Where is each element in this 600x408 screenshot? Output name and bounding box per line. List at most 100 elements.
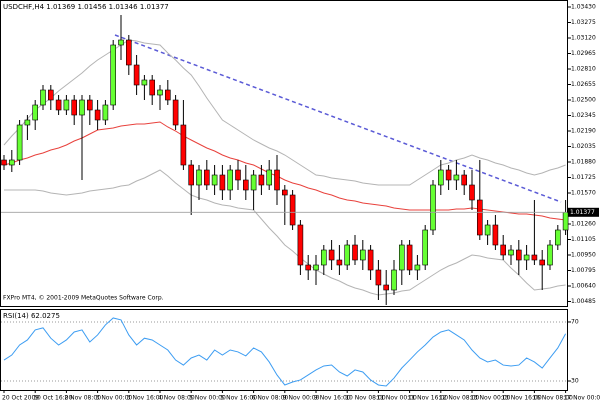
x-tick-label: 11 Nov 00:00 xyxy=(376,395,417,402)
candle-body xyxy=(336,259,343,266)
candle-body xyxy=(40,89,46,106)
x-tick-label: 16 Nov 08:00 xyxy=(532,395,573,402)
candle-body xyxy=(204,169,210,186)
candle-body xyxy=(94,109,101,121)
candle-body xyxy=(500,244,507,256)
candle-body xyxy=(211,174,218,186)
candle-body xyxy=(250,174,257,191)
candle-body xyxy=(469,184,475,201)
candle-body xyxy=(344,244,351,266)
candle-body xyxy=(461,174,468,186)
candle-body xyxy=(320,249,327,266)
candle-body xyxy=(531,254,538,261)
indicator-line xyxy=(4,169,566,296)
x-tick-label: 5 Nov 00:00 xyxy=(189,395,226,402)
candle-body xyxy=(422,229,429,266)
candle-body xyxy=(118,39,124,46)
candle-body xyxy=(328,249,335,261)
copyright: FXPro MT4, © 2001-2009 MetaQuotes Softwa… xyxy=(3,295,164,302)
y-tick-label: 1.00485 xyxy=(571,298,596,305)
candle-body xyxy=(453,174,460,181)
candle-body xyxy=(445,169,452,181)
x-tick-label: 3 Nov 00:00 xyxy=(96,395,133,402)
x-tick-label: 30 Oct 16:00 xyxy=(33,395,72,402)
candle-body xyxy=(235,169,241,181)
candle-body xyxy=(110,44,116,106)
y-tick-label: 1.03430 xyxy=(571,4,596,11)
candle-body xyxy=(476,199,483,236)
x-tick-label: 9 Nov 00:00 xyxy=(283,395,320,402)
y-tick-label: 1.01570 xyxy=(571,190,596,197)
candle-body xyxy=(367,249,374,271)
candle-body xyxy=(281,189,288,196)
candle-body xyxy=(352,244,358,261)
candle-body xyxy=(274,169,280,191)
candle-body xyxy=(71,99,77,116)
candle-body xyxy=(196,169,202,186)
x-tick-label: 3 Nov 16:00 xyxy=(127,395,164,402)
x-tick-label: 12 Nov 08:00 xyxy=(439,395,480,402)
x-tick-label: 4 Nov 08:00 xyxy=(158,395,195,402)
last-price-box xyxy=(568,207,599,217)
candle-body xyxy=(126,39,132,66)
candle-body xyxy=(523,254,530,261)
candle-body xyxy=(24,119,31,126)
candle-body xyxy=(243,179,249,191)
candle-body xyxy=(149,79,155,96)
trendline xyxy=(114,34,562,203)
candle-body xyxy=(32,104,39,121)
y-tick-label: 1.01260 xyxy=(571,221,596,228)
y-tick-label: 1.00795 xyxy=(571,267,596,274)
x-tick-label: 2 Nov 08:00 xyxy=(64,395,101,402)
candle-body xyxy=(391,269,397,291)
candle-body xyxy=(406,244,413,271)
candle-body xyxy=(227,169,233,191)
candle-body xyxy=(165,89,171,101)
y-tick-label: 1.02655 xyxy=(571,81,596,88)
x-tick-label: 6 Nov 08:00 xyxy=(252,395,289,402)
candle-body xyxy=(547,244,553,266)
price-panel-frame xyxy=(0,0,568,307)
x-tick-label: 11 Nov 16:00 xyxy=(408,395,449,402)
y-tick-label: 1.01105 xyxy=(571,236,596,243)
candle-body xyxy=(539,259,546,266)
candle-body xyxy=(188,164,194,186)
candle-body xyxy=(47,89,54,101)
candle-body xyxy=(16,124,23,161)
y-tick-label: 1.01725 xyxy=(571,174,596,181)
y-tick-label: 1.02500 xyxy=(571,97,596,104)
candle-body xyxy=(102,104,109,121)
candle-body xyxy=(180,124,187,166)
candle-body xyxy=(63,99,70,111)
y-tick-label: 1.02035 xyxy=(571,143,596,150)
y-tick-label: 1.02965 xyxy=(571,50,596,57)
y-tick-label: 1.02810 xyxy=(571,66,596,73)
y-tick-label: 1.02345 xyxy=(571,112,596,119)
y-tick-label: 1.03120 xyxy=(571,35,596,42)
y-tick-label: 70 xyxy=(571,318,579,325)
candle-body xyxy=(219,174,226,191)
x-tick-label: 9 Nov 16:00 xyxy=(314,395,351,402)
rsi-line xyxy=(3,317,567,387)
y-tick-label: 1.01880 xyxy=(571,159,596,166)
chart-title: USDCHF,H4 1.01369 1.01456 1.01346 1.0137… xyxy=(3,3,169,11)
candle-body xyxy=(79,99,85,116)
x-tick-label: 20 Oct 2009 xyxy=(2,395,39,402)
candle-body xyxy=(508,249,514,256)
candle-body xyxy=(484,224,491,236)
x-tick-label: 5 Nov 16:00 xyxy=(220,395,257,402)
rsi-panel-frame xyxy=(0,309,568,391)
candle-body xyxy=(258,174,265,186)
candle-body xyxy=(492,224,499,246)
candle-body xyxy=(562,212,569,231)
indicator-line xyxy=(3,39,566,186)
rsi-title: RSI(14) 62.0275 xyxy=(3,312,60,320)
last-price-label: 1.01377 xyxy=(570,209,595,216)
y-tick-label: 30 xyxy=(571,377,579,384)
candle-body xyxy=(55,99,62,111)
candle-body xyxy=(515,249,522,261)
candle-body xyxy=(157,89,163,96)
